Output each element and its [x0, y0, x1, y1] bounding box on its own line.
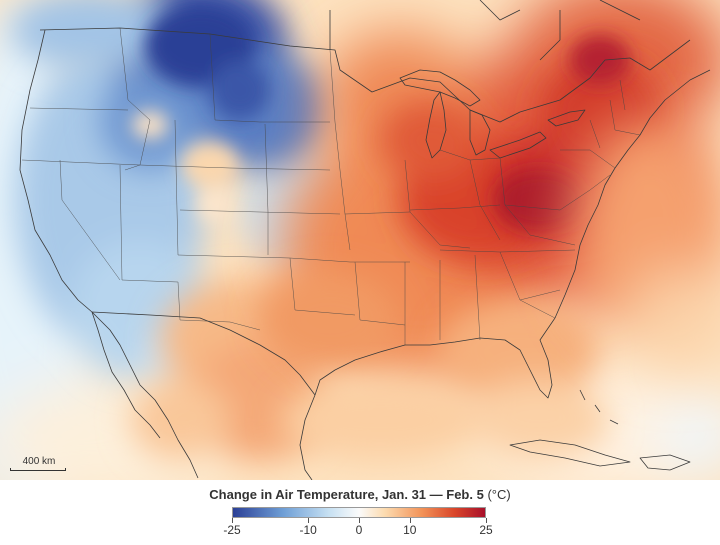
scale-bar: 400 km: [10, 456, 68, 471]
legend-unit: (°C): [487, 487, 511, 502]
temperature-field: [0, 0, 720, 480]
legend-tick: [308, 518, 310, 523]
legend: Change in Air Temperature, Jan. 31 — Feb…: [0, 480, 720, 545]
temperature-change-map: [0, 0, 720, 480]
legend-title-text: Change in Air Temperature, Jan. 31 — Feb…: [209, 487, 484, 502]
legend-tick: [486, 518, 487, 523]
coastlines-and-borders: [19, 0, 711, 480]
legend-tick-label: 0: [355, 523, 363, 537]
legend-tick: [232, 518, 233, 523]
scale-bar-line: [10, 468, 66, 471]
legend-tick: [409, 518, 411, 523]
legend-tick: [359, 518, 360, 523]
legend-title: Change in Air Temperature, Jan. 31 — Feb…: [0, 487, 720, 502]
legend-tick-label: 25: [479, 523, 493, 537]
legend-color-bar: [232, 507, 486, 518]
legend-tick-label: 10: [403, 523, 417, 537]
legend-tick-label: -25: [223, 523, 241, 537]
state-boundaries: [21, 27, 641, 345]
legend-tick-label: -10: [299, 523, 317, 537]
scale-bar-label: 400 km: [22, 456, 56, 467]
